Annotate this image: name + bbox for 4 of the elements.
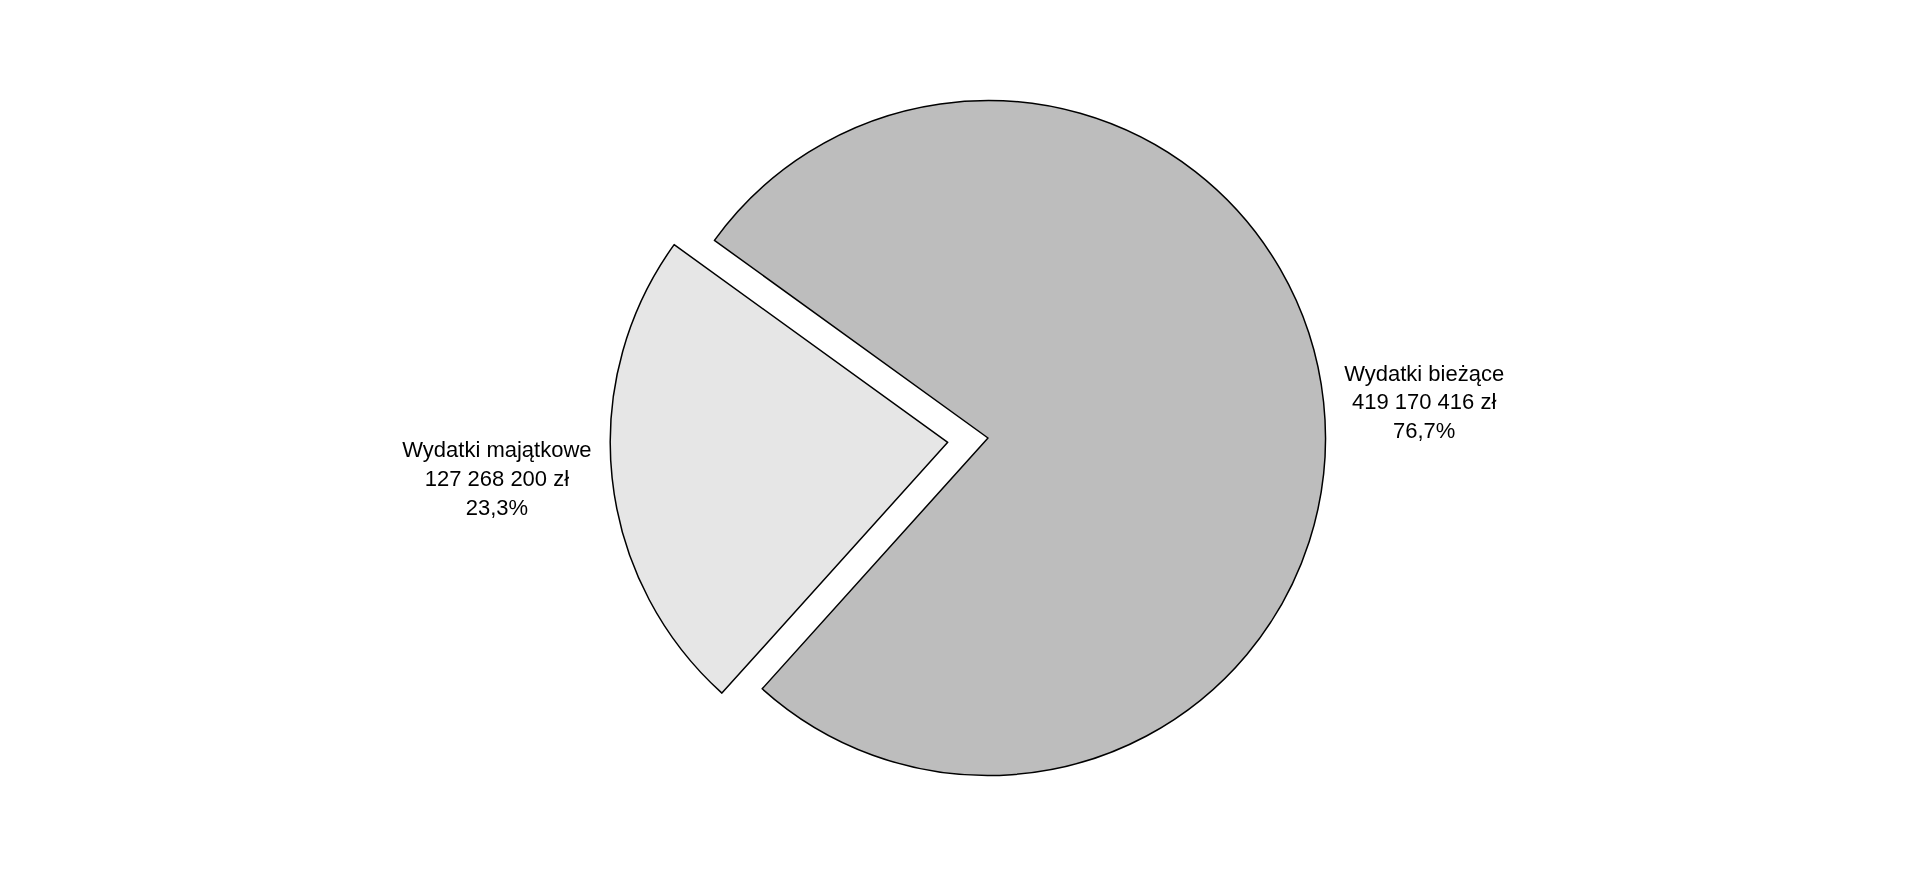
data-label: 419 170 416 zł 76,7% [1351, 389, 1497, 443]
data-label: 127 268 200 zł 23,3% [424, 465, 570, 520]
slice-label: Wydatki majątkowe [402, 437, 592, 463]
slice-label: Wydatki bieżące [1344, 360, 1505, 386]
